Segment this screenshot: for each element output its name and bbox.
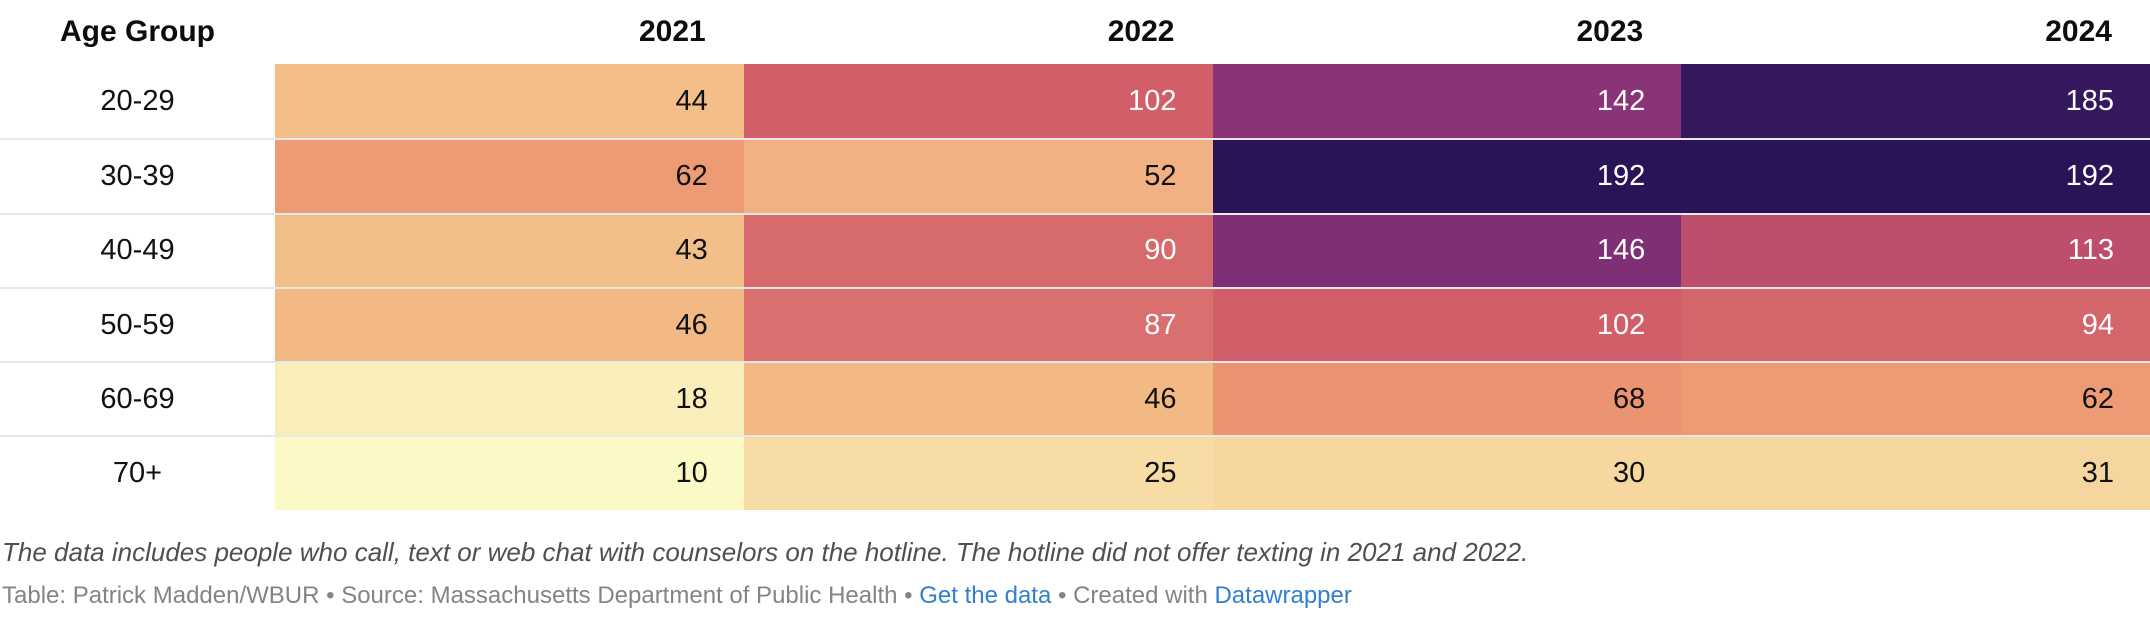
heatmap-cell: 192 bbox=[1212, 140, 1682, 213]
heatmap-cell: 25 bbox=[743, 437, 1213, 510]
table-row: 20-29 44 102 142 185 bbox=[0, 64, 2150, 139]
heatmap-cell: 62 bbox=[275, 140, 744, 213]
footer-separator: • bbox=[904, 582, 913, 610]
heatmap-cell: 52 bbox=[743, 140, 1213, 213]
heatmap-cell: 113 bbox=[1681, 214, 2150, 287]
age-group-label: 20-29 bbox=[0, 64, 275, 139]
age-group-label: 50-59 bbox=[0, 288, 275, 362]
table-row: 50-59 46 87 102 94 bbox=[0, 286, 2150, 362]
heatmap-cell: 102 bbox=[743, 64, 1213, 139]
heatmap-cell: 31 bbox=[1681, 437, 2150, 510]
table-row: 30-39 62 52 192 192 bbox=[0, 138, 2150, 213]
column-header-year: 2022 bbox=[1107, 15, 1175, 48]
column-header-year: 2024 bbox=[2045, 15, 2112, 48]
heatmap-cell: 30 bbox=[1212, 437, 1682, 510]
heatmap-cell: 10 bbox=[275, 437, 744, 510]
heatmap-cell: 87 bbox=[743, 288, 1213, 362]
age-group-label: 30-39 bbox=[0, 140, 275, 213]
footer-created-with: Created with bbox=[1073, 582, 1208, 610]
age-group-label: 70+ bbox=[0, 437, 275, 510]
table-header-row: Age Group 2021 2022 2023 2024 bbox=[0, 0, 2150, 64]
heatmap-cell: 192 bbox=[1681, 140, 2150, 213]
heatmap-cell: 18 bbox=[275, 363, 744, 436]
age-group-label: 60-69 bbox=[0, 363, 275, 436]
heatmap-cell: 46 bbox=[275, 288, 744, 362]
footer-separator: • bbox=[326, 582, 335, 610]
heatmap-cell: 68 bbox=[1212, 363, 1682, 436]
table-caption: The data includes people who call, text … bbox=[2, 536, 1529, 567]
heatmap-cell: 44 bbox=[275, 64, 744, 139]
column-header-age-group: Age Group bbox=[60, 15, 215, 48]
heatmap-cell: 62 bbox=[1681, 363, 2150, 436]
column-header-year: 2023 bbox=[1576, 15, 1644, 48]
datawrapper-link[interactable]: Datawrapper bbox=[1214, 582, 1352, 610]
column-header-year: 2021 bbox=[639, 15, 706, 48]
table-body: 20-29 44 102 142 185 30-39 62 52 192 192 40-49 43 90… bbox=[0, 64, 2150, 510]
heatmap-cell: 142 bbox=[1212, 64, 1682, 139]
age-group-label: 40-49 bbox=[0, 214, 275, 287]
heatmap-cell: 43 bbox=[275, 214, 744, 287]
footer-source: Source: Massachusetts Department of Publ… bbox=[341, 582, 898, 610]
table-row: 60-69 18 46 68 62 bbox=[0, 361, 2150, 436]
heatmap-table: Age Group 2021 2022 2023 2024 20-29 44 102 142… bbox=[0, 0, 2150, 611]
footer-separator: • bbox=[1057, 582, 1067, 610]
heatmap-cell: 90 bbox=[743, 214, 1213, 287]
table-row: 40-49 43 90 146 113 bbox=[0, 212, 2150, 287]
heatmap-cell: 185 bbox=[1681, 64, 2150, 139]
table-row: 70+ 10 25 30 31 bbox=[0, 435, 2150, 510]
heatmap-cell: 102 bbox=[1212, 288, 1682, 362]
heatmap-cell: 46 bbox=[743, 363, 1213, 436]
get-the-data-link[interactable]: Get the data bbox=[919, 582, 1052, 610]
footer-credit: Table: Patrick Madden/WBUR bbox=[2, 582, 320, 610]
table-footer: Table: Patrick Madden/WBUR • Source: Mas… bbox=[2, 581, 2150, 611]
heatmap-cell: 94 bbox=[1681, 288, 2150, 362]
heatmap-cell: 146 bbox=[1212, 214, 1682, 287]
